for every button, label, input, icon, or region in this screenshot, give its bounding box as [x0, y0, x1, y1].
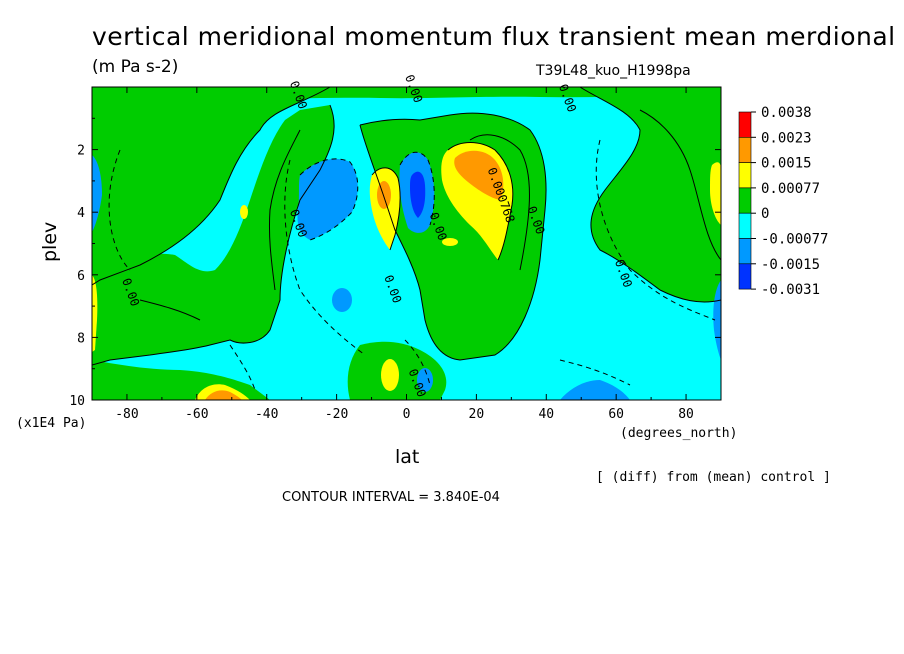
field-darkblue-core	[410, 171, 426, 218]
y-tick-label: 4	[77, 206, 85, 221]
contour-pos-1	[447, 142, 514, 261]
x-tick-label: 20	[469, 407, 485, 422]
field-positive-region-left	[92, 105, 335, 365]
contour-zero-4	[579, 87, 721, 303]
y-tick-label: 2	[77, 144, 85, 159]
field-orange-spot-equator	[377, 181, 391, 209]
field-yellow-spot-2	[381, 359, 399, 391]
x-tick-label: 0	[403, 407, 411, 422]
field-fill	[92, 87, 721, 400]
contour-pos-3	[469, 134, 530, 271]
y-tick-label: 8	[77, 331, 85, 346]
x-tick-label: -60	[185, 407, 208, 422]
field-blue-spot-1	[332, 288, 352, 312]
x-axis-label: lat	[395, 446, 420, 468]
field-yellow-region-right-edge	[710, 162, 721, 225]
y-tick-label: 10	[69, 394, 85, 409]
diff-note: [ (diff) from (mean) control ]	[596, 470, 831, 485]
contour-zero-1	[92, 87, 331, 286]
axes: -80 -60 -40 -20 0 20 40 60 80 2 4 6 8 10	[69, 87, 721, 422]
contour-lines-dashed	[108, 139, 716, 391]
colorbar-swatch	[738, 212, 752, 239]
y-axis-units: (x1E4 Pa)	[16, 416, 87, 431]
y-axis-label: plev	[39, 222, 61, 262]
x-axis-units: (degrees_north)	[620, 426, 738, 441]
x-tick-label: 40	[538, 407, 554, 422]
field-positive-band-upper	[92, 87, 330, 285]
colorbar-swatch	[738, 137, 752, 163]
x-tick-label: -80	[115, 407, 138, 422]
contour-zero-2	[92, 104, 335, 366]
contour-lines	[92, 87, 721, 366]
contour-neg-2	[399, 151, 435, 226]
colorbar-label: 0.00077	[761, 181, 820, 197]
colorbar-label: 0.0015	[761, 156, 812, 172]
field-blue-spot-2	[417, 368, 433, 392]
x-tick-label: 60	[608, 407, 624, 422]
field-orange-region-bottom-left	[205, 390, 242, 400]
contour-neg-8	[229, 344, 256, 391]
colorbar-swatch	[738, 187, 752, 214]
colorbar-swatch	[738, 263, 752, 290]
contour-neg-4	[108, 149, 131, 271]
contour-neg-1	[299, 158, 359, 241]
y-tick-label: 6	[77, 269, 85, 284]
contour-pos-2	[371, 167, 401, 251]
field-blue-region-south	[297, 158, 358, 240]
contour-pos-4	[268, 129, 301, 291]
colorbar-swatch	[738, 162, 752, 189]
x-tick-label: 80	[678, 407, 694, 422]
contour-interval: CONTOUR INTERVAL = 3.840E-04	[282, 490, 500, 505]
colorbar-label: 0.0023	[761, 130, 812, 146]
field-positive-region-top-strip	[92, 87, 721, 100]
x-tick-label: -20	[325, 407, 348, 422]
field-blue-region-left-edge	[92, 155, 102, 232]
contour-pos-5	[639, 109, 721, 261]
colorbar-swatch	[738, 238, 752, 265]
colorbar-swatch	[738, 111, 752, 138]
field-yellow-spot-1	[240, 205, 248, 219]
contour-neg-6	[559, 359, 631, 386]
contour-neg-7	[404, 339, 431, 386]
field-yellow-spot-3	[442, 238, 458, 246]
colorbar: 0.0038 0.0023 0.0015 0.00077 0 -0.00077 -0.001…	[738, 105, 828, 298]
colorbar-label: -0.0031	[761, 282, 820, 298]
field-blue-region-bottom-right	[560, 380, 630, 400]
run-name: T39L48_kuo_H1998pa	[536, 63, 691, 79]
x-tick-label: -40	[255, 407, 278, 422]
field-yellow-region-left-edge	[92, 275, 98, 352]
field-yellow-region-equator	[369, 167, 401, 250]
chart-title: vertical meridional momentum flux transi…	[92, 22, 896, 51]
colorbar-label: -0.0015	[761, 257, 820, 273]
contour-neg-5	[595, 139, 716, 321]
colorbar-label: 0.0038	[761, 105, 812, 121]
chart-units: (m Pa s-2)	[92, 57, 179, 77]
contour-zero-3	[359, 112, 547, 361]
field-positive-region-right	[580, 87, 721, 302]
colorbar-label: 0	[761, 206, 769, 222]
field-orange-region-max	[454, 150, 504, 200]
contour-pos-6	[139, 299, 201, 321]
colorbar-label: -0.00077	[761, 232, 828, 248]
